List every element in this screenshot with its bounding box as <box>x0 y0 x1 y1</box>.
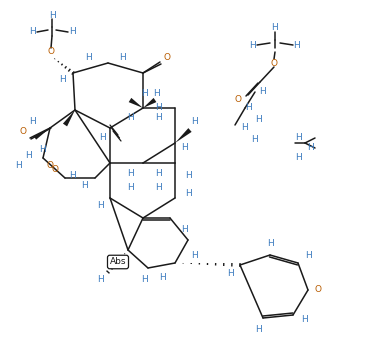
Text: H: H <box>97 201 103 210</box>
Text: H: H <box>182 144 188 152</box>
Text: H: H <box>259 87 266 96</box>
Text: H: H <box>185 188 191 197</box>
Text: O: O <box>51 166 58 175</box>
Text: H: H <box>127 183 133 192</box>
Text: H: H <box>30 117 36 126</box>
Text: H: H <box>295 134 301 142</box>
Text: H: H <box>250 40 257 50</box>
Text: H: H <box>305 251 311 260</box>
Text: H: H <box>266 240 273 248</box>
Text: H: H <box>142 89 148 97</box>
Text: H: H <box>40 146 46 155</box>
Text: H: H <box>255 116 261 125</box>
Text: H: H <box>241 124 248 132</box>
Text: H: H <box>99 132 106 141</box>
Polygon shape <box>143 98 156 108</box>
Text: H: H <box>25 151 31 160</box>
Text: H: H <box>155 104 161 112</box>
Text: H: H <box>182 226 188 235</box>
Polygon shape <box>129 98 143 108</box>
Text: H: H <box>227 268 233 277</box>
Text: H: H <box>155 169 161 177</box>
Text: H: H <box>154 89 160 97</box>
Text: H: H <box>255 326 261 335</box>
Text: O: O <box>270 59 277 67</box>
Text: Abs: Abs <box>110 257 126 266</box>
Polygon shape <box>175 128 192 143</box>
Text: H: H <box>192 117 199 126</box>
Text: H: H <box>85 52 91 61</box>
Text: H: H <box>295 154 301 162</box>
Text: H: H <box>185 171 191 180</box>
Text: H: H <box>245 104 251 112</box>
Text: H: H <box>69 27 75 36</box>
Text: H: H <box>127 114 133 122</box>
Polygon shape <box>34 128 50 140</box>
Text: O: O <box>315 286 321 295</box>
Text: O: O <box>47 47 55 56</box>
Text: H: H <box>306 144 313 152</box>
Text: H: H <box>192 251 199 260</box>
Text: O: O <box>235 96 241 105</box>
Text: H: H <box>15 161 21 170</box>
Text: H: H <box>120 52 126 61</box>
Text: H: H <box>155 114 161 122</box>
Text: H: H <box>81 181 88 190</box>
Text: H: H <box>142 276 148 285</box>
Text: H: H <box>48 10 55 20</box>
Text: H: H <box>252 136 258 145</box>
Text: H: H <box>302 316 308 325</box>
Text: H: H <box>97 276 103 285</box>
Text: H: H <box>294 40 300 50</box>
Text: H: H <box>29 27 35 36</box>
Text: H: H <box>155 183 161 192</box>
Text: O: O <box>164 52 171 61</box>
Polygon shape <box>63 110 75 126</box>
Text: O: O <box>47 161 54 170</box>
Text: O: O <box>19 127 26 136</box>
Text: H: H <box>159 273 166 282</box>
Text: H: H <box>70 171 76 180</box>
Text: H: H <box>59 75 65 85</box>
Text: H: H <box>272 24 279 32</box>
Text: H: H <box>127 169 133 177</box>
